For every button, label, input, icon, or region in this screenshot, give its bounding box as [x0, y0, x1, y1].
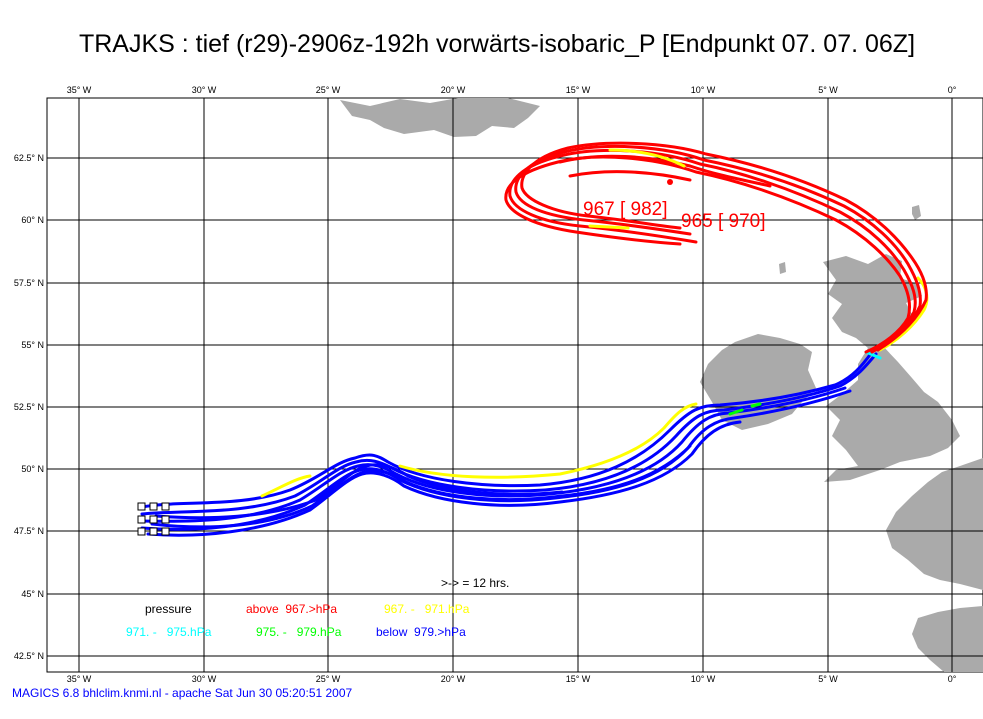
trajectory-line — [608, 148, 686, 168]
start-marker — [149, 515, 158, 524]
trajectory-end-label-2: 965 [ 970] — [681, 211, 766, 232]
trajectories-975-979 — [728, 402, 762, 416]
start-markers — [137, 502, 170, 536]
lat-label: 52.5° N — [14, 402, 44, 412]
lon-label: 30° W — [192, 674, 217, 684]
trajectory-end-label-1: 967 [ 982] — [583, 199, 668, 220]
continental-europe-landmass — [886, 458, 983, 590]
trajectories-below-979 — [140, 350, 878, 537]
trajectory-line — [150, 444, 692, 529]
map-area: 967 [ 982] 965 [ 970] >-> = 12 hrs. pres… — [46, 97, 983, 673]
trajectory-line — [728, 408, 744, 416]
top-longitude-labels: 35° W 30° W 25° W 20° W 15° W 10° W 5° W… — [67, 85, 957, 95]
end-point-marker — [667, 179, 673, 185]
lon-label: 20° W — [441, 674, 466, 684]
lat-label: 47.5° N — [14, 526, 44, 536]
trajectory-line — [558, 154, 772, 188]
trajectories-967-971-loop — [588, 148, 686, 230]
lat-label: 42.5° N — [14, 651, 44, 661]
lon-label: 10° W — [691, 674, 716, 684]
trajectory-line — [140, 352, 878, 516]
bottom-longitude-labels: 35° W 30° W 25° W 20° W 15° W 10° W 5° W… — [67, 674, 957, 684]
legend-item-above-967: above 967.>hPa — [246, 602, 337, 616]
lat-label: 57.5° N — [14, 278, 44, 288]
legend-item-971-975: 971. - 975.hPa — [126, 625, 212, 639]
iceland-landmass — [340, 98, 540, 137]
land-masses — [340, 98, 983, 672]
lon-label: 20° W — [441, 85, 466, 95]
faroe-islands — [779, 262, 786, 274]
great-britain-landmass — [824, 345, 960, 482]
trajectory-line — [260, 474, 312, 498]
start-marker — [149, 527, 158, 536]
footer-credit: MAGICS 6.8 bhlclim.knmi.nl - apache Sat … — [12, 686, 353, 700]
trajectory-line — [520, 141, 928, 348]
trajectories-971-975 — [864, 350, 882, 360]
trajectory-line — [514, 145, 922, 352]
ireland-landmass — [700, 334, 816, 430]
trajectories-above-967 — [504, 141, 928, 354]
trajectory-line — [398, 402, 698, 479]
legend-item-975-979: 975. - 979.hPa — [256, 625, 342, 639]
trajectory-line — [878, 276, 929, 352]
trajectory-line — [864, 350, 882, 360]
lon-label: 5° W — [818, 85, 838, 95]
lon-label: 5° W — [818, 674, 838, 684]
lat-label: 55° N — [21, 340, 44, 350]
trajectory-line — [750, 402, 762, 408]
trajectory-bundle — [140, 141, 929, 537]
lon-label: 25° W — [316, 674, 341, 684]
start-marker — [137, 527, 146, 536]
lon-label: 25° W — [316, 85, 341, 95]
start-marker — [161, 527, 170, 536]
lon-label: 0° — [948, 674, 957, 684]
legend-item-967-971: 967. - 971.hPa — [384, 602, 470, 616]
trajectory-line — [146, 420, 742, 537]
lat-label: 62.5° N — [14, 153, 44, 163]
legend-heading: pressure — [145, 602, 192, 616]
pressure-legend: pressure above 967.>hPa 967. - 971.hPa 9… — [126, 602, 470, 639]
trajectory-line — [140, 350, 874, 509]
lat-label: 60° N — [21, 215, 44, 225]
start-marker — [137, 515, 146, 524]
start-marker — [161, 515, 170, 524]
legend-item-below-979: below 979.>hPa — [376, 625, 466, 639]
lon-label: 0° — [948, 85, 957, 95]
lon-label: 35° W — [67, 674, 92, 684]
start-marker — [161, 502, 170, 511]
lon-label: 15° W — [566, 674, 591, 684]
trajectory-line — [588, 224, 630, 230]
start-marker — [137, 502, 146, 511]
start-marker — [149, 502, 158, 511]
map-title: TRAJKS : tief (r29)-2906z-192h vorwärts-… — [79, 30, 915, 58]
lon-label: 30° W — [192, 85, 217, 95]
trajectory-line — [568, 170, 692, 182]
trajectory-line — [504, 155, 912, 354]
interval-note: >-> = 12 hrs. — [441, 576, 509, 590]
trajectories-967-971 — [260, 276, 929, 498]
graticule — [47, 98, 983, 672]
latitude-labels: 62.5° N 60° N 57.5° N 55° N 52.5° N 50° … — [14, 153, 44, 661]
lon-label: 15° W — [566, 85, 591, 95]
shetland-islands — [912, 205, 921, 220]
lat-label: 45° N — [21, 589, 44, 599]
lon-label: 10° W — [691, 85, 716, 95]
trajectory-line — [508, 149, 917, 354]
lon-label: 35° W — [67, 85, 92, 95]
trajectory-line — [154, 463, 564, 520]
scotland-landmass — [823, 254, 922, 348]
trajectory-line — [140, 386, 847, 523]
lat-label: 50° N — [21, 464, 44, 474]
